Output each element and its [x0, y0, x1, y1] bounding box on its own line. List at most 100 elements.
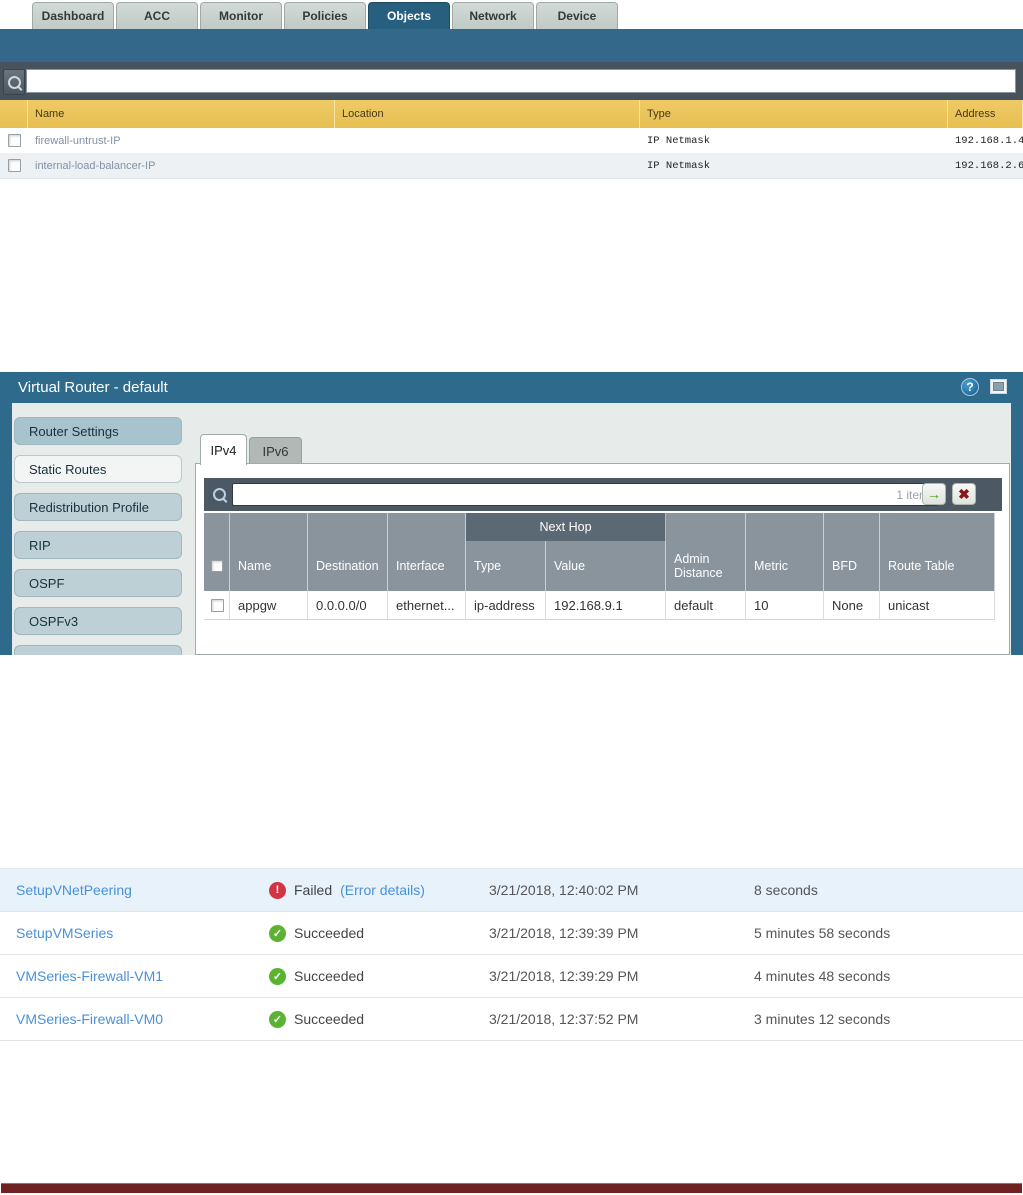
routes-table-header: Name Destination Interface Next Hop Type… — [204, 513, 995, 591]
table-row[interactable]: firewall-untrust-IP IP Netmask 192.168.1… — [0, 128, 1023, 154]
route-admin-distance-cell: default — [666, 591, 746, 619]
address-type-cell: IP Netmask — [647, 134, 711, 147]
tab-device[interactable]: Device — [536, 2, 618, 29]
static-routes-table: Name Destination Interface Next Hop Type… — [204, 513, 995, 620]
deployment-name-link[interactable]: VMSeries-Firewall-VM1 — [16, 968, 164, 984]
tab-ipv6[interactable]: IPv6 — [249, 437, 302, 465]
deployment-duration: 5 minutes 58 seconds — [754, 925, 891, 941]
tab-network[interactable]: Network — [452, 2, 534, 29]
status-label: Succeeded — [294, 968, 365, 984]
status-label: Failed — [294, 882, 333, 898]
help-icon[interactable]: ? — [961, 378, 979, 396]
route-interface-cell: ethernet... — [388, 591, 466, 619]
sidebar-item-partial[interactable] — [14, 645, 182, 655]
deployment-duration: 8 seconds — [754, 882, 818, 898]
tab-acc[interactable]: ACC — [116, 2, 198, 29]
deployment-name-link[interactable]: SetupVNetPeering — [16, 882, 132, 898]
table-row[interactable]: SetupVMSeries ✓ Succeeded 3/21/2018, 12:… — [0, 912, 1023, 955]
sidebar-item-redistribution-profile[interactable]: Redistribution Profile — [14, 493, 182, 521]
address-location-cell — [335, 128, 640, 153]
deployment-duration: 3 minutes 12 seconds — [754, 1011, 891, 1027]
address-table-header: Name Location Type Address — [0, 100, 1023, 129]
select-all-checkbox[interactable] — [211, 560, 223, 572]
sidebar-item-ospf[interactable]: OSPF — [14, 569, 182, 597]
bottom-divider-bar — [1, 1183, 1022, 1193]
succeeded-icon: ✓ — [269, 967, 286, 985]
column-header-bfd[interactable]: BFD — [824, 513, 880, 591]
row-checkbox[interactable] — [7, 159, 21, 172]
address-value-cell: 192.168.2.6 — [955, 159, 1023, 172]
header-select-all-cell — [204, 513, 230, 591]
route-nexthop-type-cell: ip-address — [466, 591, 546, 619]
column-header-name[interactable]: Name — [230, 513, 308, 591]
tab-policies[interactable]: Policies — [284, 2, 366, 29]
apply-filter-button[interactable]: → — [922, 483, 946, 505]
route-table-cell: unicast — [880, 591, 995, 619]
tab-objects[interactable]: Objects — [368, 2, 450, 29]
tab-dashboard[interactable]: Dashboard — [32, 2, 114, 29]
column-header-admin-distance[interactable]: Admin Distance — [666, 513, 746, 591]
column-header-value[interactable]: Value — [546, 541, 666, 591]
row-checkbox[interactable] — [211, 598, 224, 612]
deployment-timestamp: 3/21/2018, 12:39:39 PM — [489, 925, 639, 941]
routes-search-bar: 1 item → ✖ — [204, 478, 1002, 511]
row-checkbox-cell — [204, 591, 230, 619]
address-name-link[interactable]: firewall-untrust-IP — [35, 134, 121, 147]
succeeded-icon: ✓ — [269, 924, 286, 942]
column-header-address[interactable]: Address — [948, 100, 1023, 128]
item-count: 1 item — [896, 487, 929, 502]
table-row[interactable]: internal-load-balancer-IP IP Netmask 192… — [0, 153, 1023, 179]
deployment-name-link[interactable]: VMSeries-Firewall-VM0 — [16, 1011, 164, 1027]
failed-icon: ! — [269, 881, 286, 899]
column-header-destination[interactable]: Destination — [308, 513, 388, 591]
toolbar-band — [0, 29, 1023, 62]
column-group-next-hop: Next Hop — [466, 513, 666, 541]
deployments-table: SetupVNetPeering ! Failed (Error details… — [0, 868, 1023, 1041]
deployment-name-link[interactable]: SetupVMSeries — [16, 925, 114, 941]
routes-search-field: 1 item — [232, 483, 938, 506]
address-value-cell: 192.168.1.4 — [955, 134, 1023, 147]
sidebar-item-static-routes[interactable]: Static Routes — [14, 455, 182, 483]
error-details-link[interactable]: (Error details) — [340, 882, 425, 898]
row-checkbox[interactable] — [7, 134, 21, 147]
route-bfd-cell: None — [824, 591, 880, 619]
column-header-name[interactable]: Name — [28, 100, 335, 128]
tab-ipv4[interactable]: IPv4 — [200, 434, 247, 465]
clear-filter-button[interactable]: ✖ — [952, 483, 976, 505]
table-row[interactable]: VMSeries-Firewall-VM0 ✓ Succeeded 3/21/2… — [0, 998, 1023, 1041]
address-location-cell — [335, 153, 640, 178]
column-header-type[interactable]: Type — [466, 541, 546, 591]
table-row[interactable]: SetupVNetPeering ! Failed (Error details… — [0, 869, 1023, 912]
column-header-metric[interactable]: Metric — [746, 513, 824, 591]
deployment-timestamp: 3/21/2018, 12:39:29 PM — [489, 968, 639, 984]
header-checkbox-column — [0, 100, 28, 128]
row-checkbox-cell — [0, 153, 28, 178]
deployment-status: ! Failed (Error details) — [269, 881, 489, 899]
sidebar-item-ospfv3[interactable]: OSPFv3 — [14, 607, 182, 635]
dialog-title-bar: Virtual Router - default ? — [0, 372, 1023, 403]
column-header-route-table[interactable]: Route Table — [880, 513, 995, 591]
search-icon — [213, 488, 226, 501]
virtual-router-dialog: Virtual Router - default ? Router Settin… — [0, 372, 1023, 655]
column-header-type[interactable]: Type — [640, 100, 948, 128]
row-checkbox-cell — [0, 128, 28, 153]
address-search-input[interactable] — [26, 69, 1016, 93]
status-label: Succeeded — [294, 925, 365, 941]
minimize-glyph — [993, 382, 1004, 391]
static-routes-panel: 1 item → ✖ Name Destination Interface — [195, 463, 1010, 655]
table-row[interactable]: VMSeries-Firewall-VM1 ✓ Succeeded 3/21/2… — [0, 955, 1023, 998]
route-nexthop-value-cell: 192.168.9.1 — [546, 591, 666, 619]
address-name-link[interactable]: internal-load-balancer-IP — [35, 159, 156, 172]
column-header-interface[interactable]: Interface — [388, 513, 466, 591]
column-header-location[interactable]: Location — [335, 100, 640, 128]
search-icon-button[interactable] — [3, 69, 25, 95]
deployment-status: ✓ Succeeded — [269, 924, 489, 942]
table-row[interactable]: appgw 0.0.0.0/0 ethernet... ip-address 1… — [204, 591, 995, 620]
minimize-icon[interactable] — [990, 379, 1007, 394]
routes-search-input[interactable] — [233, 487, 897, 502]
tab-monitor[interactable]: Monitor — [200, 2, 282, 29]
sidebar-item-router-settings[interactable]: Router Settings — [14, 417, 182, 445]
sidebar-item-rip[interactable]: RIP — [14, 531, 182, 559]
deployment-duration: 4 minutes 48 seconds — [754, 968, 891, 984]
route-name-cell: appgw — [230, 591, 308, 619]
